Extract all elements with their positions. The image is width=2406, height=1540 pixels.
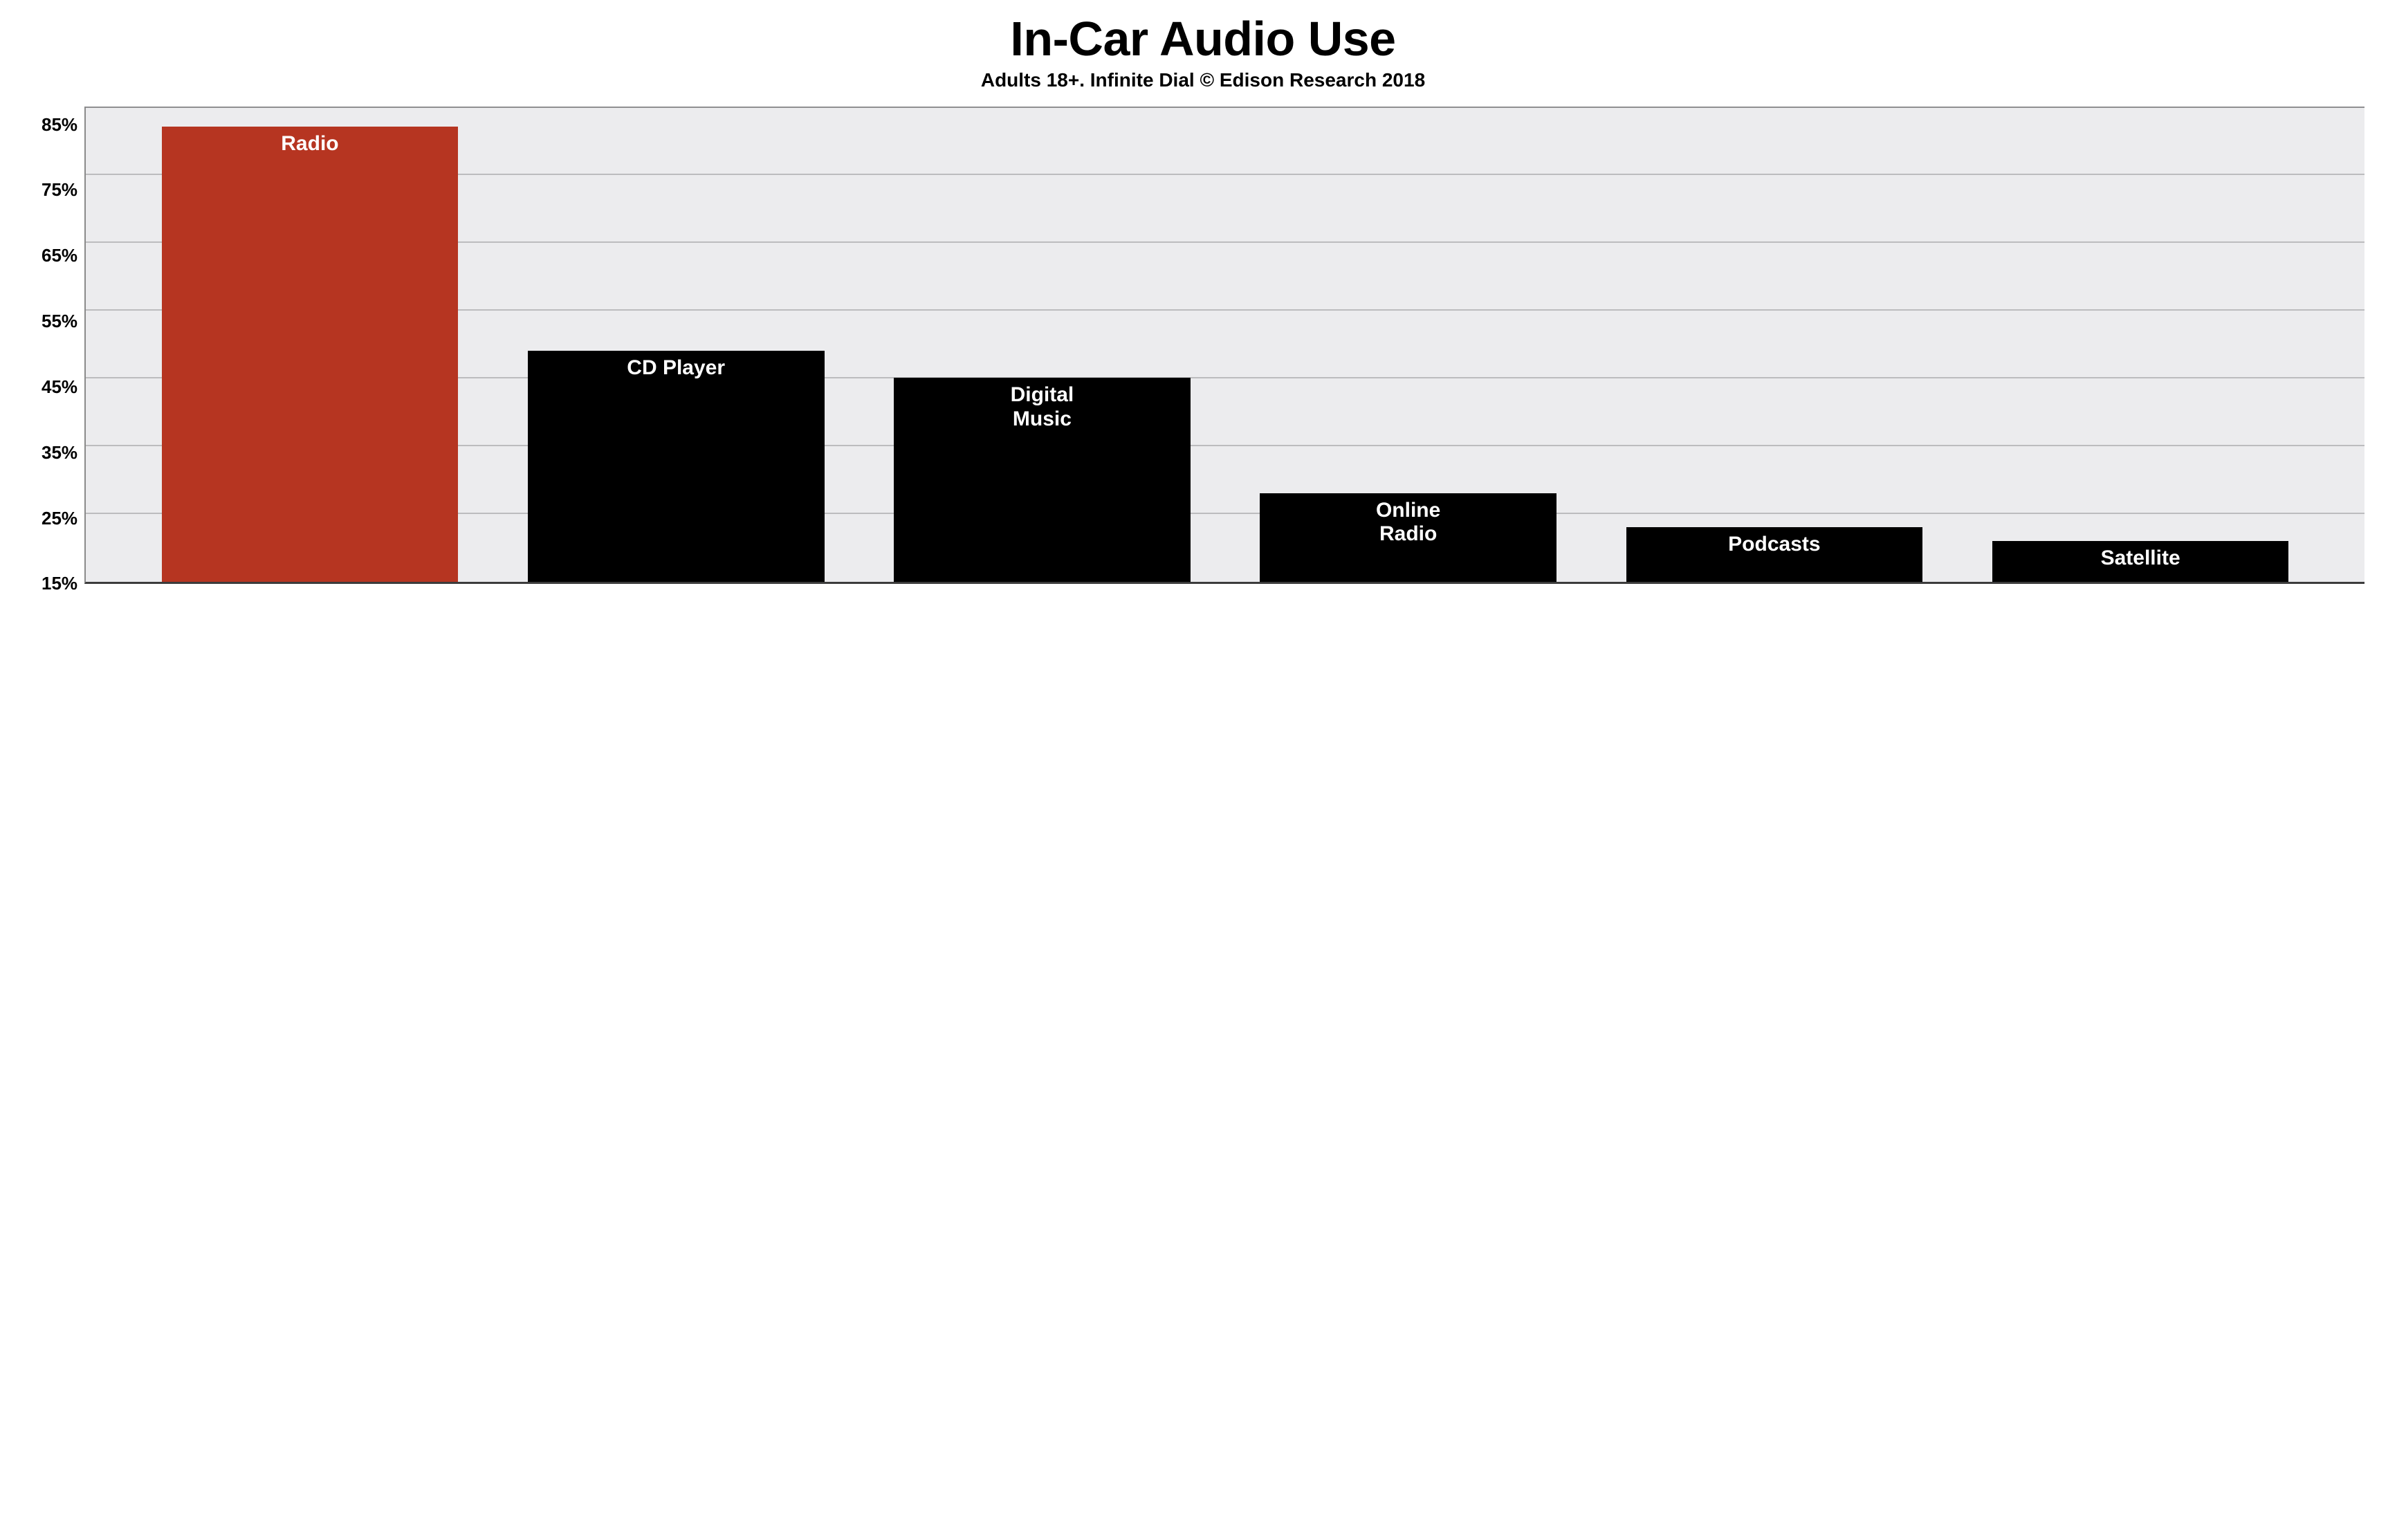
bar-slot: Online Radio <box>1225 107 1591 582</box>
plot-area: Radio CD Player Digital Music Online Radio P… <box>84 107 2364 584</box>
bar-label: CD Player <box>624 356 728 381</box>
bar: Satellite <box>1992 541 2289 582</box>
bar-slot: Satellite <box>1958 107 2324 582</box>
chart-subtitle: Adults 18+. Infinite Dial © Edison Resea… <box>42 69 2364 91</box>
bar: Radio <box>162 127 459 582</box>
bar: Podcasts <box>1626 527 1923 582</box>
bar-slot: Digital Music <box>859 107 1225 582</box>
bar-label: Satellite <box>2098 547 2183 571</box>
y-axis-tick: 25% <box>42 509 77 527</box>
bar-slot: CD Player <box>493 107 859 582</box>
bar-slot: Radio <box>127 107 493 582</box>
y-axis-tick: 55% <box>42 312 77 330</box>
chart-title: In-Car Audio Use <box>42 14 2364 65</box>
plot-row: 85%75%65%55%45%35%25%15% RadioCD PlayerD… <box>42 107 2364 584</box>
y-axis: 85%75%65%55%45%35%25%15% <box>42 107 84 584</box>
bar: CD Player <box>528 351 825 582</box>
bar-label: Radio <box>278 132 341 156</box>
bar: Digital Music <box>894 378 1191 581</box>
y-axis-tick: 65% <box>42 246 77 264</box>
chart-titles: In-Car Audio Use Adults 18+. Infinite Di… <box>42 14 2364 91</box>
bar-label: Podcasts <box>1725 533 1823 557</box>
bar: Online Radio <box>1260 493 1556 582</box>
bar-slot: Podcasts <box>1591 107 1957 582</box>
bar-label: Online Radio <box>1373 499 1443 547</box>
bars-container: Radio CD Player Digital Music Online Radio P… <box>86 107 2364 582</box>
y-axis-tick: 45% <box>42 378 77 396</box>
y-axis-tick: 85% <box>42 116 77 134</box>
bar-label: Digital Music <box>1008 383 1077 431</box>
chart-container: In-Car Audio Use Adults 18+. Infinite Di… <box>0 0 2406 612</box>
y-axis-tick: 15% <box>42 574 77 592</box>
y-axis-tick: 75% <box>42 181 77 199</box>
y-axis-tick: 35% <box>42 443 77 461</box>
